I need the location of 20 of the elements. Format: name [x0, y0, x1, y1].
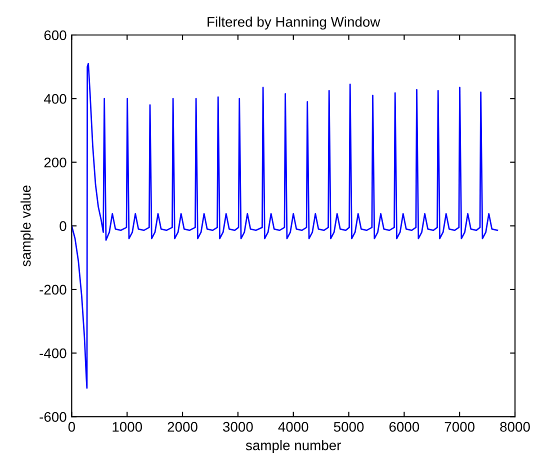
x-tick-label: 4000 — [278, 422, 308, 432]
y-tick-label: 600 — [44, 30, 66, 40]
y-tick-label: -600 — [40, 412, 66, 422]
x-tick-label: 7000 — [444, 422, 474, 432]
x-axis-title: sample number — [246, 440, 341, 454]
chart-title: Filtered by Hanning Window — [208, 16, 380, 30]
x-tick-label: 1000 — [112, 422, 142, 432]
x-tick-label: 5000 — [334, 422, 364, 432]
y-tick-label: -200 — [40, 284, 66, 295]
y-tick-label: -400 — [40, 348, 66, 358]
line-series — [72, 62, 498, 389]
x-tick-label: 3000 — [223, 422, 253, 432]
x-tick-label: 6000 — [389, 422, 420, 432]
x-tick-label: 2000 — [168, 422, 198, 432]
y-tick-label: 0 — [60, 221, 66, 232]
x-tick-label: 8000 — [500, 422, 530, 432]
y-tick-label: 400 — [44, 94, 66, 104]
x-tick-label: 0 — [68, 422, 76, 432]
y-axis-title: sample value — [20, 186, 34, 266]
y-tick-label: 200 — [44, 158, 66, 168]
